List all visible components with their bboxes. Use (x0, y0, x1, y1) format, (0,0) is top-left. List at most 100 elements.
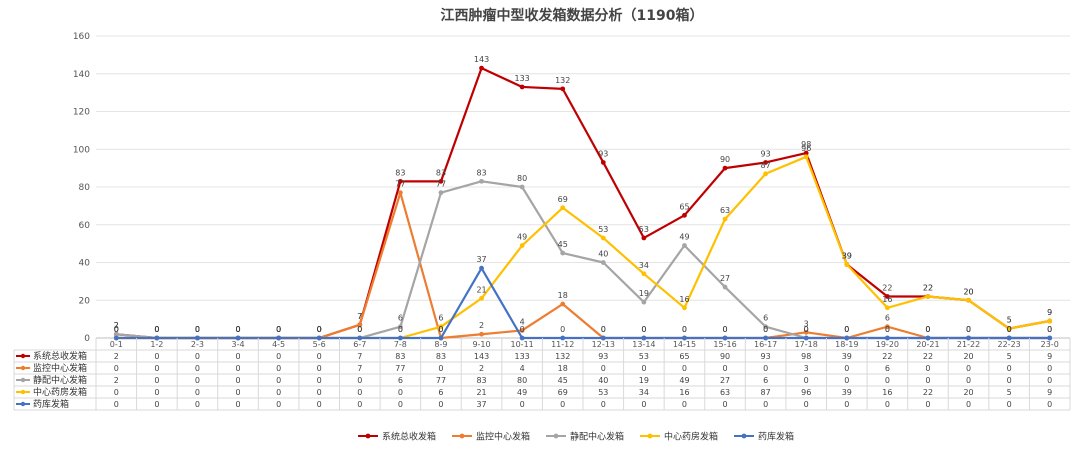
legend-key (365, 433, 371, 439)
data-label: 98 (801, 140, 811, 149)
data-label: 0 (357, 325, 362, 334)
data-label: 0 (154, 325, 159, 334)
y-tick-label: 140 (73, 70, 90, 80)
table-cell: 0 (1007, 400, 1012, 409)
data-label: 83 (395, 168, 405, 177)
data-point (519, 84, 525, 90)
data-label: 0 (885, 325, 890, 334)
data-point (844, 261, 850, 267)
legend-key (741, 433, 747, 439)
data-label: 3 (804, 319, 809, 328)
data-point (235, 335, 241, 341)
data-point (600, 160, 606, 165)
table-cell: 0 (520, 400, 525, 409)
x-tick-label: 1-2 (150, 340, 163, 349)
data-point (682, 212, 687, 218)
data-label: 83 (476, 168, 486, 177)
legend-key (553, 433, 559, 439)
table-cell: 22 (923, 388, 933, 397)
table-row-label: 监控中心发箱 (33, 362, 87, 374)
data-label: 132 (555, 76, 570, 85)
data-label: 16 (679, 295, 689, 304)
data-label: 7 (357, 312, 362, 321)
table-cell: 0 (235, 352, 240, 361)
y-tick-label: 120 (73, 108, 90, 118)
data-label: 16 (882, 295, 892, 304)
x-tick-label: 6-7 (353, 340, 366, 349)
data-point (966, 297, 971, 303)
table-cell: 4 (520, 364, 525, 373)
table-cell: 0 (844, 364, 849, 373)
x-tick-label: 20-21 (916, 340, 939, 349)
table-cell: 45 (558, 376, 568, 385)
data-label: 0 (154, 325, 159, 334)
data-label: 0 (398, 325, 403, 334)
y-tick-label: 60 (79, 221, 91, 231)
table-cell: 40 (598, 376, 608, 385)
data-point (438, 324, 444, 330)
data-point (397, 324, 403, 330)
data-label: 27 (720, 274, 730, 283)
data-label: 37 (476, 255, 486, 264)
data-label: 90 (720, 155, 730, 164)
x-tick-label: 11-12 (551, 340, 574, 349)
x-tick-label: 9-10 (472, 340, 490, 349)
data-point (113, 331, 119, 337)
table-cell: 7 (357, 364, 362, 373)
data-point (1006, 335, 1012, 341)
data-label: 0 (641, 325, 646, 334)
data-label: 0 (276, 325, 281, 334)
table-cell: 53 (639, 352, 649, 361)
legend-label: 静配中心发箱 (570, 431, 624, 443)
data-point (479, 65, 484, 71)
table-cell: 0 (844, 376, 849, 385)
data-label: 40 (598, 250, 608, 259)
table-cell: 6 (763, 376, 768, 385)
table-cell: 0 (966, 400, 971, 409)
data-label: 6 (438, 314, 443, 323)
data-point (844, 335, 850, 341)
data-label: 0 (804, 325, 809, 334)
data-label: 0 (722, 325, 727, 334)
data-label: 0 (235, 325, 240, 334)
data-label: 0 (357, 325, 362, 334)
table-cell: 0 (357, 376, 362, 385)
table-cell: 34 (639, 388, 649, 397)
data-point (722, 165, 728, 171)
table-cell: 0 (357, 388, 362, 397)
table-cell: 93 (761, 352, 771, 361)
data-point (682, 335, 687, 341)
table-cell: 65 (679, 352, 689, 361)
table-cell: 39 (842, 352, 852, 361)
table-row-label: 中心药房发箱 (33, 386, 87, 398)
data-point (641, 271, 647, 277)
table-cell: 0 (154, 400, 159, 409)
y-tick-label: 0 (84, 334, 90, 344)
data-point (479, 265, 484, 271)
table-cell: 0 (154, 376, 159, 385)
y-tick-label: 40 (79, 259, 91, 269)
table-cell: 98 (801, 352, 811, 361)
table-cell: 143 (474, 352, 489, 361)
data-label: 0 (195, 325, 200, 334)
data-label: 22 (923, 283, 933, 292)
table-cell: 77 (395, 364, 405, 373)
table-cell: 0 (235, 400, 240, 409)
data-point (682, 243, 687, 248)
table-cell: 21 (476, 388, 486, 397)
table-cell: 0 (235, 364, 240, 373)
data-label: 0 (195, 325, 200, 334)
x-tick-label: 23-0 (1041, 340, 1059, 349)
table-cell: 2 (114, 376, 119, 385)
data-label: 0 (966, 325, 971, 334)
data-point (803, 329, 809, 335)
chart-title: 江西肿瘤中型收发箱数据分析（1190箱） (441, 7, 704, 24)
data-label: 69 (558, 195, 568, 204)
data-point (438, 190, 444, 196)
table-cell: 0 (114, 364, 119, 373)
data-point (479, 178, 484, 184)
data-label: 34 (639, 261, 649, 270)
y-tick-label: 160 (73, 32, 90, 42)
